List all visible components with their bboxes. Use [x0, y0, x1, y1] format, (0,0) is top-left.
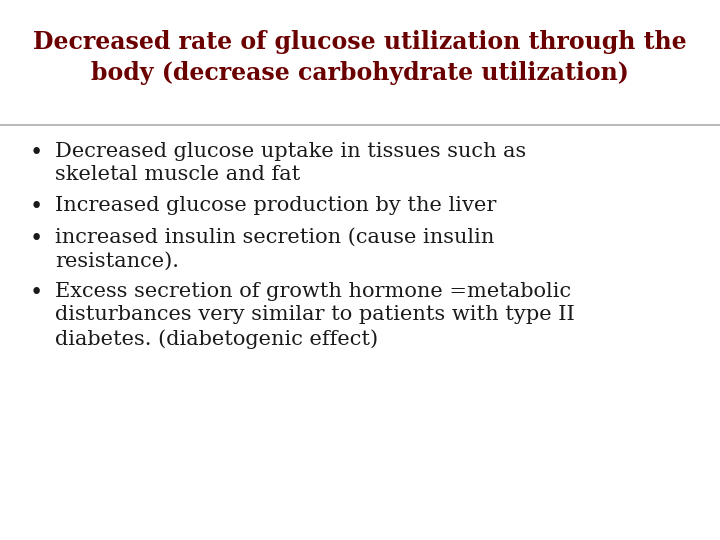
Text: •: •: [30, 282, 43, 304]
Text: Excess secretion of growth hormone =metabolic
disturbances very similar to patie: Excess secretion of growth hormone =meta…: [55, 282, 575, 349]
Text: Decreased glucose uptake in tissues such as
skeletal muscle and fat: Decreased glucose uptake in tissues such…: [55, 142, 526, 185]
Text: •: •: [30, 228, 43, 250]
Text: •: •: [30, 142, 43, 164]
Text: increased insulin secretion (cause insulin
resistance).: increased insulin secretion (cause insul…: [55, 228, 495, 271]
Text: •: •: [30, 196, 43, 218]
Text: Decreased rate of glucose utilization through the
body (decrease carbohydrate ut: Decreased rate of glucose utilization th…: [33, 30, 687, 85]
Text: Increased glucose production by the liver: Increased glucose production by the live…: [55, 196, 496, 215]
